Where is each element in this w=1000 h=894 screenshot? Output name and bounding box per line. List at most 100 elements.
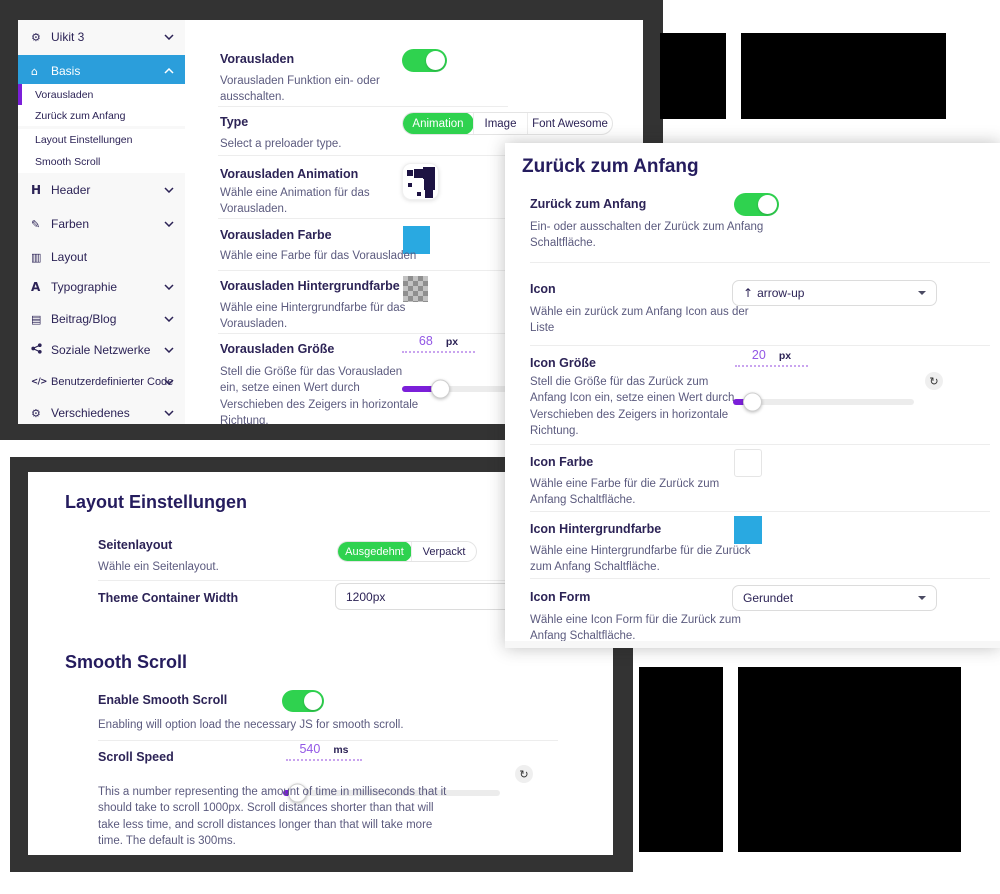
chevron-down-icon bbox=[164, 316, 174, 322]
row-desc: Wähle ein Seitenlayout. bbox=[98, 561, 219, 573]
divider bbox=[218, 155, 508, 156]
home-icon: ⌂ bbox=[31, 64, 38, 78]
sidebar-item-layout[interactable]: ▥ Layout bbox=[31, 250, 88, 264]
type-option-image[interactable]: Image bbox=[473, 113, 527, 134]
scroll-speed-value[interactable]: 540 ms bbox=[286, 742, 362, 761]
redacted-block bbox=[738, 667, 961, 852]
icon-size-slider[interactable] bbox=[733, 392, 914, 412]
panel-bottom-band bbox=[505, 641, 1000, 648]
sidebar-item-header[interactable]: H Header bbox=[18, 178, 185, 202]
row-desc: Wähle eine Hintergrundfarbe für das Vora… bbox=[220, 302, 406, 331]
row-label: Icon Größe bbox=[530, 356, 596, 370]
sidebar-subitem-smooth-scroll[interactable]: Smooth Scroll bbox=[18, 151, 185, 173]
row-desc: Stell die Größe für das Vorausladen ein,… bbox=[220, 366, 419, 424]
arrow-up-icon: ↑ bbox=[743, 286, 754, 300]
cogs-icon: ⚙ bbox=[31, 30, 41, 44]
icon-background-color-swatch[interactable] bbox=[734, 516, 762, 544]
icon-select-dropdown[interactable]: ↑ arrow-up bbox=[732, 280, 937, 306]
sidebar-item-beitrag-blog[interactable]: ▤ Beitrag/Blog bbox=[18, 307, 185, 331]
type-option-animation[interactable]: Animation bbox=[403, 113, 474, 134]
icon-size-value[interactable]: 20 px bbox=[735, 348, 808, 367]
reset-icon[interactable]: ↻ bbox=[925, 372, 943, 390]
row-label: Icon Hintergrundfarbe bbox=[530, 522, 662, 536]
slider-thumb[interactable] bbox=[743, 392, 762, 412]
preloader-size-value[interactable]: 68 px bbox=[402, 334, 475, 353]
back-to-top-toggle[interactable] bbox=[734, 193, 779, 216]
divider bbox=[98, 580, 558, 581]
row-label: Vorausladen Größe bbox=[220, 342, 335, 356]
row-desc: Enabling will option load the necessary … bbox=[98, 719, 404, 731]
section-title-layout: Layout Einstellungen bbox=[65, 492, 248, 512]
row-label: Zurück zum Anfang bbox=[530, 197, 647, 211]
row-label: Seitenlayout bbox=[98, 538, 173, 552]
cogs-icon: ⚙ bbox=[31, 406, 41, 420]
icon-shape-dropdown[interactable]: Gerundet bbox=[732, 585, 937, 611]
redacted-block bbox=[741, 33, 946, 119]
sidebar-subitem-vorausladen[interactable]: Vorausladen bbox=[18, 84, 185, 105]
redacted-block bbox=[660, 33, 726, 119]
row-desc: This a number representing the amount of… bbox=[98, 786, 447, 847]
row-label: Vorausladen Animation bbox=[220, 167, 359, 181]
sidebar-subitem-zurueck-zum-anfang[interactable]: Zurück zum Anfang bbox=[18, 105, 185, 126]
row-label: Scroll Speed bbox=[98, 750, 174, 764]
sidebar-item-basis[interactable]: ⌂ Basis bbox=[18, 55, 185, 87]
smooth-scroll-toggle[interactable] bbox=[282, 690, 324, 712]
reset-icon[interactable]: ↻ bbox=[515, 765, 533, 783]
divider bbox=[218, 106, 508, 107]
icon-color-swatch[interactable] bbox=[734, 449, 762, 477]
blog-icon: ▤ bbox=[31, 312, 42, 326]
sidebar-item-verschiedenes[interactable]: ⚙ Verschiedenes bbox=[18, 401, 185, 424]
sidebar-item-uikit3[interactable]: ⚙ Uikit 3 bbox=[18, 22, 185, 52]
page-layout-segmented: Ausgedehnt Verpackt bbox=[337, 541, 477, 562]
row-desc: Wähle eine Farbe für das Vorausladen bbox=[220, 250, 417, 262]
row-label: Vorausladen Hintergrundfarbe bbox=[220, 279, 400, 293]
type-option-font-awesome[interactable]: Font Awesome bbox=[527, 113, 612, 134]
divider bbox=[218, 218, 508, 219]
columns-icon: ▥ bbox=[31, 250, 42, 264]
layout-window-frame: Layout Einstellungen Seitenlayout Ausged… bbox=[10, 457, 633, 872]
preloader-background-color-swatch[interactable] bbox=[403, 276, 428, 302]
sidebar-item-typographie[interactable]: A Typographie bbox=[18, 275, 185, 299]
chevron-down-icon bbox=[164, 34, 174, 40]
preloader-size-slider[interactable] bbox=[402, 379, 569, 399]
layout-option-verpackt[interactable]: Verpackt bbox=[411, 542, 476, 561]
row-label: Icon Farbe bbox=[530, 455, 594, 469]
row-label: Theme Container Width bbox=[98, 591, 239, 605]
chevron-down-icon bbox=[164, 284, 174, 290]
layout-window: Layout Einstellungen Seitenlayout Ausged… bbox=[28, 472, 613, 855]
preloader-enable-toggle[interactable] bbox=[402, 49, 447, 72]
sidebar-item-farben[interactable]: ✎ Farben bbox=[18, 212, 185, 236]
row-desc: Wähle eine Animation für das Vorausladen… bbox=[220, 187, 370, 216]
scroll-speed-slider[interactable] bbox=[283, 783, 500, 803]
section-title-back-to-top: Zurück zum Anfang bbox=[522, 156, 699, 177]
preloader-color-swatch[interactable] bbox=[403, 226, 430, 254]
preloader-type-segmented: Animation Image Font Awesome bbox=[402, 112, 613, 135]
layout-option-ausgedehnt[interactable]: Ausgedehnt bbox=[338, 542, 412, 561]
preloader-animation-preview[interactable] bbox=[402, 163, 439, 200]
row-label: Enable Smooth Scroll bbox=[98, 693, 228, 707]
redacted-block bbox=[639, 667, 723, 852]
chevron-down-icon bbox=[164, 221, 174, 227]
chevron-up-icon bbox=[164, 68, 174, 74]
slider-thumb[interactable] bbox=[288, 783, 307, 803]
row-desc: Ein- oder ausschalten der Zurück zum Anf… bbox=[530, 221, 764, 250]
preloader-settings-content: Vorausladen Vorausladen Vorausladen Funk… bbox=[185, 20, 643, 424]
row-label: Vorausladen bbox=[220, 52, 295, 66]
row-desc: Stell die Größe für das Zurück zum Anfan… bbox=[530, 376, 735, 437]
divider bbox=[530, 578, 990, 579]
section-title-smooth-scroll: Smooth Scroll bbox=[65, 652, 188, 672]
heading-icon: H bbox=[31, 183, 42, 197]
page-title-clipped: Vorausladen bbox=[210, 20, 323, 23]
divider bbox=[218, 333, 508, 334]
divider bbox=[530, 444, 990, 445]
slider-thumb[interactable] bbox=[431, 379, 450, 399]
back-to-top-panel: Zurück zum Anfang Zurück zum Anfang Ein-… bbox=[505, 143, 1000, 648]
row-desc: Wähle eine Hintergrundfarbe für die Zurü… bbox=[530, 545, 751, 574]
sidebar-subitem-layout-einstellungen[interactable]: Layout Einstellungen bbox=[18, 129, 185, 151]
sidebar-item-soziale-netzwerke[interactable]: Soziale Netzwerke bbox=[18, 338, 185, 362]
row-desc: Wähle ein zurück zum Anfang Icon aus der… bbox=[530, 306, 749, 335]
sidebar-item-benutzerdefinierter-code[interactable]: </> Benutzerdefinierter Code bbox=[31, 376, 174, 388]
chevron-down-icon bbox=[164, 379, 174, 385]
row-label: Type bbox=[220, 115, 249, 129]
